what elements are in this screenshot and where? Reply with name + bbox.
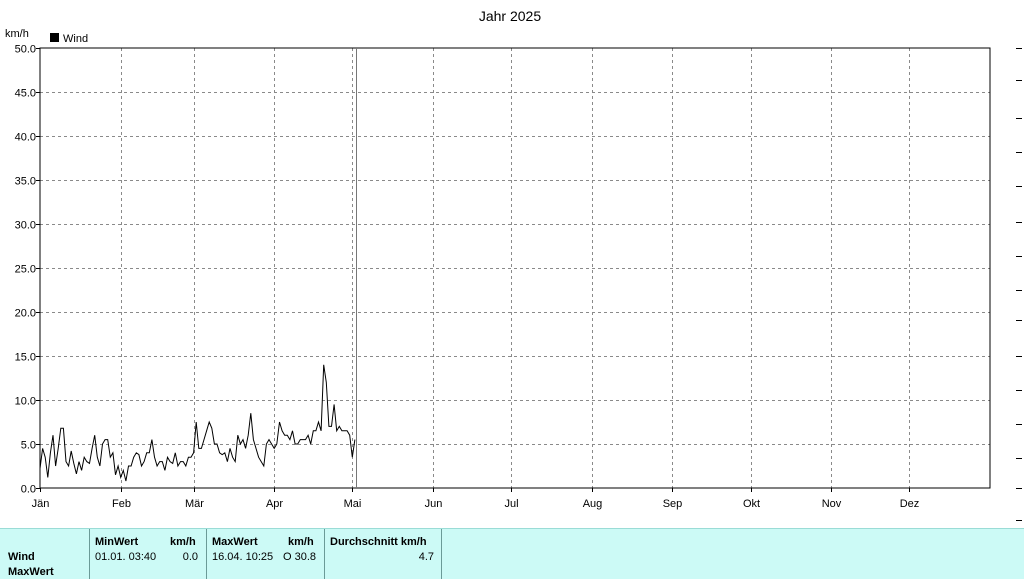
y-tick-label: 20.0 (15, 308, 36, 320)
row-label-wind: Wind (8, 551, 35, 563)
x-tick-label: Jul (504, 498, 518, 510)
column-divider (89, 529, 90, 579)
x-tick-label: Apr (266, 498, 283, 510)
legend-swatch-wind (50, 33, 59, 42)
statistics-panel: Wind MaxWert MinWert km/h 01.01. 03:40 0… (0, 528, 1024, 579)
min-time: 01.01. 03:40 (95, 551, 157, 563)
x-tick-label: Mai (344, 498, 362, 510)
avg-header: Durchschnitt km/h (330, 536, 427, 548)
x-tick-label: Dez (900, 498, 920, 510)
max-unit: km/h (288, 536, 314, 548)
right-edge-ticks (1016, 48, 1022, 521)
y-tick-label: 45.0 (15, 88, 36, 100)
y-axis-ticks: 0.0 5.0 10.0 15.0 20.0 25.0 30.0 35.0 40.0 45.0 50… (15, 44, 40, 496)
min-header: MinWert (95, 536, 139, 548)
min-unit: km/h (170, 536, 196, 548)
column-divider (206, 529, 207, 579)
y-tick-label: 10.0 (15, 396, 36, 408)
x-tick-label: Nov (822, 498, 842, 510)
legend-label-wind: Wind (63, 33, 88, 45)
y-tick-label: 15.0 (15, 352, 36, 364)
series-layer (39, 364, 356, 482)
min-value: 0.0 (182, 551, 198, 563)
column-divider (324, 529, 325, 579)
avg-value: 4.7 (418, 551, 434, 563)
row-label-maxwert: MaxWert (8, 566, 54, 578)
x-tick-label: Aug (583, 498, 603, 510)
max-value: O 30.8 (282, 551, 316, 563)
x-tick-label: Jun (425, 498, 443, 510)
y-tick-label: 40.0 (15, 132, 36, 144)
max-time: 16.04. 10:25 (212, 551, 274, 563)
x-tick-label: Jän (32, 498, 50, 510)
y-tick-label: 25.0 (15, 264, 36, 276)
y-tick-label: 30.0 (15, 220, 36, 232)
wind-year-chart: 0.0 5.0 10.0 15.0 20.0 25.0 30.0 35.0 40.0 45.0 50… (5, 8, 1022, 521)
x-tick-label: Okt (743, 498, 760, 510)
y-tick-label: 0.0 (21, 484, 36, 496)
y-axis-unit-label: km/h (5, 28, 29, 40)
grid-lines (40, 48, 990, 488)
x-tick-label: Feb (112, 498, 131, 510)
series-line-wind (39, 364, 356, 482)
y-tick-label: 50.0 (15, 44, 36, 56)
y-tick-label: 35.0 (15, 176, 36, 188)
max-header: MaxWert (212, 536, 258, 548)
y-tick-label: 5.0 (21, 440, 36, 452)
x-tick-label: Sep (663, 498, 683, 510)
column-divider (441, 529, 442, 579)
x-tick-label: Mär (185, 498, 204, 510)
x-axis-ticks: Jän Feb Mär Apr Mai Jun Jul Aug Sep Okt Nov Dez (32, 488, 920, 510)
chart-title: Jahr 2025 (479, 8, 541, 24)
